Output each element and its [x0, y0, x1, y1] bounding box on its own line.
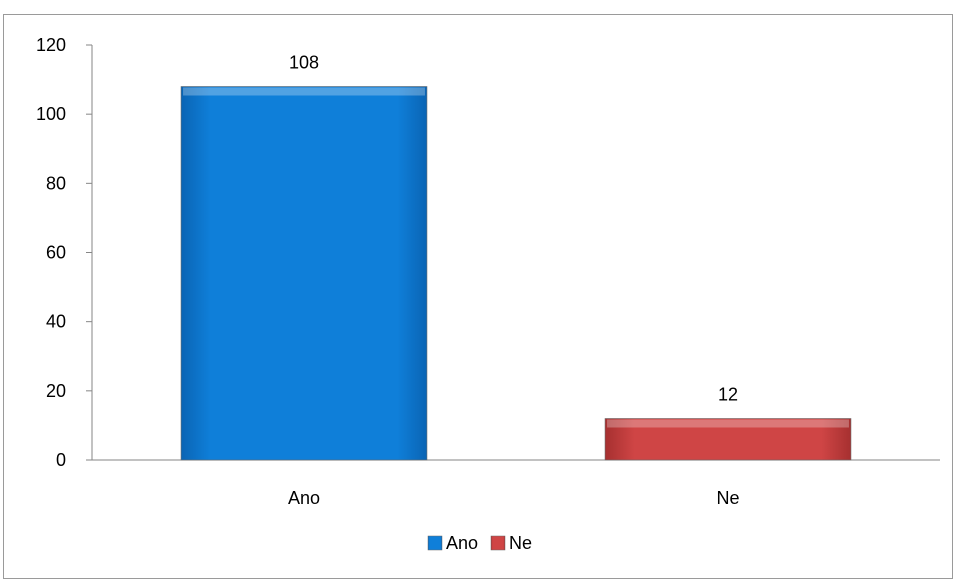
y-tick-label: 0: [56, 450, 66, 470]
bar-ne: [604, 418, 852, 461]
data-label: 12: [718, 385, 738, 405]
labels: Ano 108 Ne 12: [288, 53, 740, 509]
y-tick-label: 40: [46, 312, 66, 332]
bars: [180, 86, 852, 461]
y-tick-label: 60: [46, 243, 66, 263]
y-tick-label: 20: [46, 381, 66, 401]
bar-highlight: [607, 419, 849, 428]
legend-label: Ano: [446, 533, 478, 553]
legend: Ano Ne: [427, 533, 532, 553]
bar-highlight: [183, 87, 425, 96]
y-tick-label: 80: [46, 173, 66, 193]
x-tick-label: Ne: [716, 488, 739, 508]
data-label: 108: [289, 53, 319, 73]
chart-frame: [3, 14, 953, 579]
bar-ano: [180, 86, 428, 461]
legend-swatch-ano: [427, 535, 443, 551]
legend-label: Ne: [509, 533, 532, 553]
x-tick-label: Ano: [288, 488, 320, 508]
y-tick-label: 100: [36, 104, 66, 124]
legend-swatch-ne: [490, 535, 506, 551]
axes: 0 20 40 60 80 100 120: [36, 35, 940, 470]
y-tick-label: 120: [36, 35, 66, 55]
